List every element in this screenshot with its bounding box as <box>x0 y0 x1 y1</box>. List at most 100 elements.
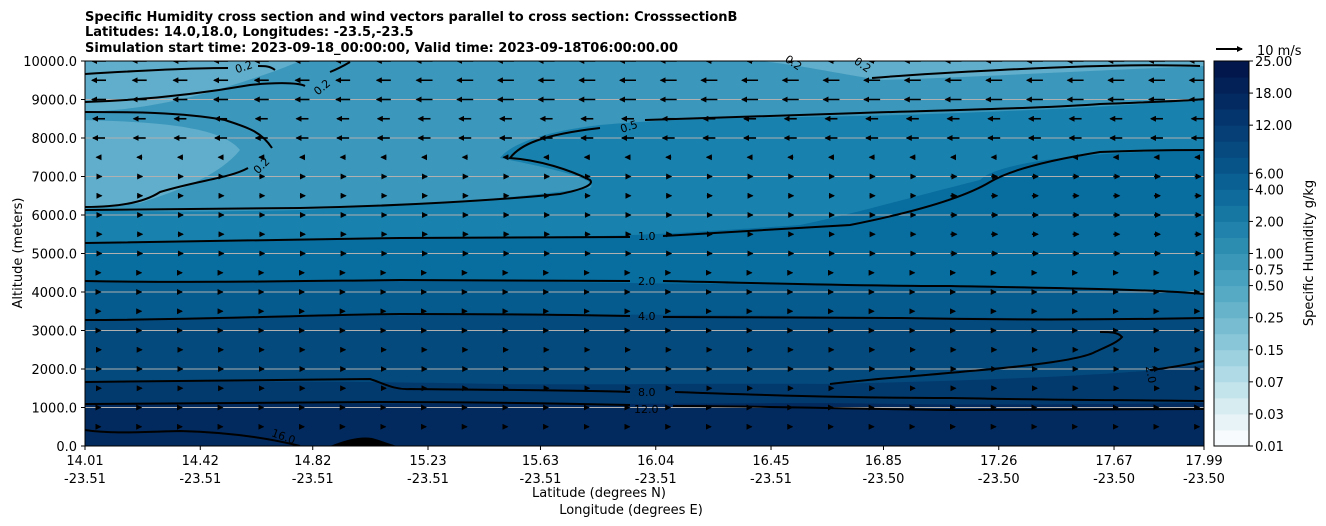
y-axis-label: Altitude (meters) <box>11 198 26 309</box>
colorbar-swatch <box>1214 397 1249 415</box>
colorbar-swatch <box>1214 93 1249 110</box>
colorbar-tick-label: 0.01 <box>1255 440 1284 455</box>
x-tick-label-lon: -23.51 <box>64 472 106 487</box>
contour-0.2-d <box>329 61 351 73</box>
contour-label-2.0: 2.0 <box>638 275 656 288</box>
colorbar-label: Specific Humidity g/kg <box>1302 180 1317 326</box>
y-tick-label: 6000.0 <box>32 209 78 224</box>
wind-reference-key: 10 m/s <box>1216 44 1302 59</box>
contour-12 <box>85 400 1204 412</box>
y-axis: 0.0 1000.0 2000.0 3000.0 4000.0 5000.0 6000.0 7… <box>23 55 85 455</box>
x-axis: 14.01 -23.51 14.42 -23.51 14.82 -23.51 15.23 -2… <box>64 446 1225 487</box>
colorbar-swatch <box>1214 429 1249 447</box>
colorbar-swatch <box>1214 349 1249 367</box>
x-tick-label-lat: 16.04 <box>637 454 674 469</box>
x-tick-label-lon: -23.51 <box>520 472 562 487</box>
contour-16 <box>85 429 301 446</box>
colorbar-tick-label: 6.00 <box>1255 167 1284 182</box>
colorbar-swatch <box>1214 253 1249 271</box>
colorbar-swatch <box>1214 77 1249 94</box>
contour-0.2-b <box>85 65 276 75</box>
colorbar-swatch <box>1214 221 1249 238</box>
x-tick-label-lat: 14.42 <box>182 454 219 469</box>
colorbar-tick-label: 25.00 <box>1255 55 1292 70</box>
y-tick-label: 1000.0 <box>32 402 78 417</box>
colorbar-swatch <box>1214 381 1249 399</box>
contour-label-8.0: 8.0 <box>638 386 656 399</box>
x-tick-label-lat: 14.82 <box>294 454 331 469</box>
x-tick-label-lon: -23.51 <box>292 472 334 487</box>
colorbar-tick-label: 0.50 <box>1255 280 1284 295</box>
x-tick-label-lon: -23.51 <box>635 472 677 487</box>
y-tick-label: 10000.0 <box>23 55 77 70</box>
terrain-bump <box>330 437 398 446</box>
colorbar-tick-label: 0.03 <box>1255 408 1284 423</box>
colorbar-swatch <box>1214 205 1249 222</box>
colorbar-swatch <box>1214 189 1249 206</box>
y-tick-label: 4000.0 <box>32 286 78 301</box>
contour-2 <box>85 278 1204 295</box>
y-tick-label: 9000.0 <box>32 94 78 109</box>
y-tick-label: 0.0 <box>56 440 77 455</box>
humidity-band-upper <box>85 61 1204 212</box>
contour-label-1.0: 1.0 <box>638 230 656 243</box>
x-tick-label-lat: 17.67 <box>1095 454 1132 469</box>
contour-2-bump <box>829 331 1124 385</box>
contour-0.2-a <box>85 111 273 208</box>
colorbar-swatch <box>1214 109 1249 126</box>
contour-0.2-c <box>85 82 306 103</box>
y-tick-label: 8000.0 <box>32 132 78 147</box>
contour-0.2-e <box>871 64 1201 79</box>
gridlines <box>85 99 1204 408</box>
colorbar-swatch <box>1214 413 1249 431</box>
contour-label-0.5: 0.5 <box>619 118 640 136</box>
colorbar-tick-label: 0.25 <box>1255 312 1284 327</box>
colorbar: 0.01 0.03 0.07 0.15 0.25 0.500.751.00 2.00 4.00… <box>1213 55 1292 455</box>
contour-label-4.0: 4.0 <box>638 310 656 323</box>
colorbar-swatch <box>1214 173 1249 190</box>
x-tick-label-lon: -23.50 <box>1183 472 1225 487</box>
x-axis-label-lon: Longitude (degrees E) <box>559 503 703 518</box>
x-tick-label-lon: -23.50 <box>978 472 1020 487</box>
y-tick-label: 2000.0 <box>32 363 78 378</box>
colorbar-swatch <box>1214 269 1249 287</box>
colorbar-tick-label: 1.00 <box>1255 248 1284 263</box>
x-tick-label-lat: 16.45 <box>752 454 789 469</box>
colorbar-tick-label: 18.00 <box>1255 87 1292 102</box>
x-tick-label-lat: 14.01 <box>66 454 103 469</box>
colorbar-tick-label: 0.15 <box>1255 344 1284 359</box>
colorbar-swatch <box>1214 365 1249 383</box>
colorbar-swatch <box>1214 317 1249 335</box>
x-tick-label-lat: 15.23 <box>409 454 446 469</box>
contour-1 <box>85 149 1204 244</box>
colorbar-swatch <box>1214 141 1249 158</box>
x-tick-label-lat: 15.63 <box>522 454 559 469</box>
colorbar-swatch <box>1214 157 1249 174</box>
wind-vectors <box>91 61 1204 430</box>
colorbar-tick-label: 0.07 <box>1255 376 1284 391</box>
colorbar-swatch <box>1214 301 1249 319</box>
contour-4 <box>85 312 1204 321</box>
colorbar-swatch <box>1214 285 1249 303</box>
contour-label-0.2-b: 0.2 <box>234 58 255 76</box>
x-tick-label-lat: 17.99 <box>1185 454 1222 469</box>
colorbar-swatch <box>1214 237 1249 254</box>
contour-label-12.0: 12.0 <box>634 403 659 416</box>
x-axis-label-lat: Latitude (degrees N) <box>532 486 666 501</box>
colorbar-tick-label: 4.00 <box>1255 183 1284 198</box>
colorbar-swatch <box>1214 333 1249 351</box>
colorbar-swatch <box>1214 61 1249 78</box>
colorbar-tick-label: 2.00 <box>1255 215 1284 230</box>
y-tick-label: 3000.0 <box>32 325 78 340</box>
x-tick-label-lon: -23.50 <box>863 472 905 487</box>
wind-reference-label: 10 m/s <box>1257 44 1302 59</box>
x-tick-label-lon: -23.51 <box>750 472 792 487</box>
x-tick-label-lat: 16.85 <box>865 454 902 469</box>
x-tick-label-lon: -23.50 <box>1093 472 1135 487</box>
humidity-band-high-upper <box>85 120 240 207</box>
chart-title-line-2: Latitudes: 14.0,18.0, Longitudes: -23.5,… <box>85 25 414 40</box>
colorbar-tick-label: 12.00 <box>1255 119 1292 134</box>
x-tick-label-lon: -23.51 <box>407 472 449 487</box>
x-tick-label-lat: 17.26 <box>980 454 1017 469</box>
